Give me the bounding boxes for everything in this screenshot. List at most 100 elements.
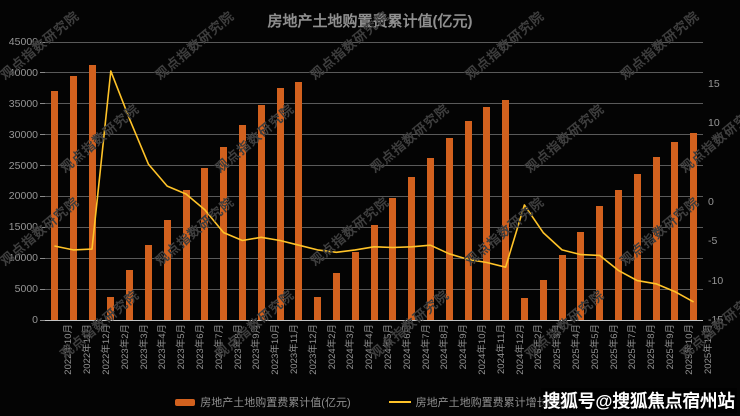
bar [389,198,397,320]
x-axis-label: 2023年12月 [307,324,319,375]
sohu-account-credit: 搜狐号@搜狐焦点宿州站 [540,388,737,413]
y-axis-tick [40,41,45,43]
y-axis-label-right: 0 [708,195,714,208]
bar [50,91,58,320]
bar [577,232,585,320]
legend-label: 房地产土地购置费累计增长(%) [415,397,565,409]
y-axis-label-right: 15 [708,77,720,90]
x-axis-label: 2025年11月 [702,324,714,374]
x-axis-label: 2024年11月 [495,324,507,374]
bar-series-swatch-icon [175,398,196,406]
x-axis-label: 2023年10月 [270,324,282,375]
bar [126,269,134,320]
chart-title: 房地产土地购置费累计值(亿元) [267,13,473,30]
x-axis-label: 2024年8月 [439,324,451,370]
bar [88,64,96,320]
x-axis-label: 2023年2月 [119,324,131,370]
bar [351,252,359,320]
y-axis-tick [40,103,45,105]
x-axis-label: 2023年5月 [176,324,188,370]
y-axis-tick [40,226,45,228]
x-axis-label: 2024年9月 [458,324,470,370]
gridline [45,103,703,105]
y-axis-label-left: 30000 [8,128,38,141]
x-axis-label: 2023年4月 [157,324,169,370]
bar [276,88,284,320]
legend-item-bar-series: 房地产土地购置费累计值(亿元) [175,394,351,410]
bar [257,105,265,320]
bar [332,273,340,320]
bar [69,75,77,320]
bar [558,255,566,320]
y-axis-label-left: 25000 [8,159,38,172]
y-axis-label-left: 10000 [8,252,38,265]
bar [502,100,510,320]
x-axis-label: 2024年4月 [364,324,376,370]
x-axis-label: 2025年5月 [589,324,601,370]
y-axis-label-left: 15000 [8,221,38,234]
y-axis-tick [40,165,45,167]
y-axis-label-left: 20000 [8,190,38,203]
y-axis-label-right: -15 [708,314,724,326]
legend-label: 房地产土地购置费累计值(亿元) [200,397,351,409]
y-axis-tick [40,72,45,74]
y-axis-tick [40,288,45,290]
x-axis-label: 2024年5月 [383,324,394,370]
x-axis-label: 2024年10月 [477,324,488,375]
bar [295,81,303,320]
gridline [45,41,703,43]
x-axis-label: 2022年12月 [101,324,112,375]
growth-trend-line [54,70,694,303]
x-axis-line [45,319,703,321]
y-axis-label-right: -10 [708,274,724,287]
x-axis-label: 2023年8月 [232,324,244,370]
bar [408,176,416,320]
gridline [45,165,703,167]
bar [690,133,698,320]
bar [182,190,190,320]
gridline [45,72,703,74]
y-axis-label-left: 0 [32,314,38,326]
x-axis-label: 2022年11月 [82,324,94,374]
bar [483,106,491,320]
x-axis-label: 2023年3月 [138,324,150,370]
legend-item-line-series: 房地产土地购置费累计增长(%) [388,394,565,410]
bar [464,121,472,320]
bar [220,147,228,320]
x-axis-label: 2025年10月 [683,324,695,375]
x-axis-label: 2025年9月 [665,324,676,370]
y-axis-tick [40,319,45,321]
x-axis-label: 2025年3月 [552,324,564,370]
x-axis-label: 2023年6月 [195,324,206,370]
y-axis-label-left: 45000 [8,36,38,48]
y-axis-tick [40,134,45,136]
bar [107,296,115,320]
x-axis-label: 2024年3月 [345,324,357,370]
x-axis-label: 2025年6月 [608,324,620,370]
x-axis-label: 2023年11月 [289,324,300,374]
x-axis-label: 2025年7月 [627,324,639,370]
x-axis-label: 2025年8月 [646,324,658,370]
y-axis-label-right: 10 [708,117,720,130]
bar [144,245,152,320]
x-axis-label: 2023年7月 [213,324,225,370]
bar [633,174,641,320]
y-axis-label-left: 5000 [14,283,38,296]
x-axis-label: 2025年2月 [533,324,545,370]
y-axis-tick [40,195,45,197]
bar [614,190,622,320]
bar [596,205,604,320]
y-axis-tick [40,257,45,259]
bar [539,279,547,320]
x-axis-label: 2024年6月 [401,324,413,370]
y-axis-label-left: 35000 [8,97,38,110]
bar [426,158,434,320]
y-axis-label-left: 40000 [8,66,38,79]
bar [163,219,171,320]
bar [314,297,322,320]
bar [201,168,209,320]
bar [671,142,679,320]
x-axis-label: 2022年10月 [63,324,75,375]
bar [652,156,660,320]
